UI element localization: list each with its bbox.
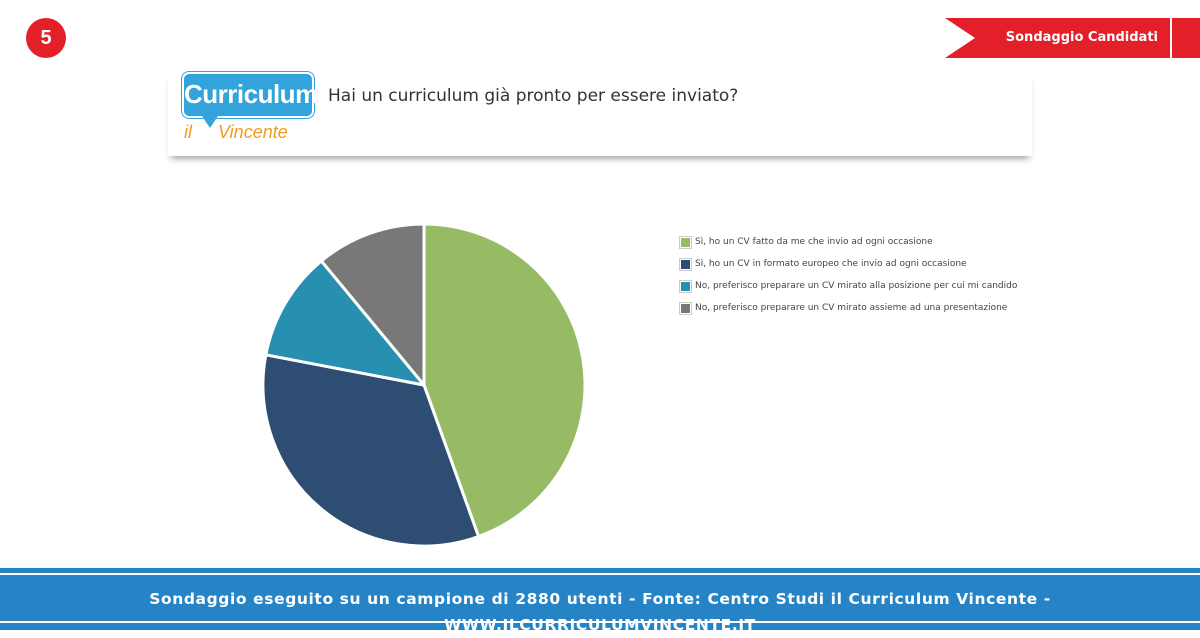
legend-swatch-3 xyxy=(679,279,692,293)
footer-top-line xyxy=(0,573,1200,575)
footer-source-text: Sondaggio eseguito su un campione di 288… xyxy=(149,590,1051,634)
pie-slice-3 xyxy=(264,259,426,387)
legend-item-2: Sì, ho un CV in formato europeo che invi… xyxy=(679,253,1017,275)
legend-label-4: No, preferisco preparare un CV mirato as… xyxy=(695,303,1008,313)
chart-legend: Sì, ho un CV fatto da me che invio ad og… xyxy=(679,231,1018,319)
logo-il: il xyxy=(184,122,192,142)
legend-label-1: Sì, ho un CV fatto da me che invio ad og… xyxy=(695,237,933,247)
survey-ribbon: Sondaggio Candidati xyxy=(945,18,1200,58)
logo-word: Curriculum xyxy=(182,72,318,118)
curriculum-vincente-logo: Curriculum il Vincente xyxy=(182,72,318,142)
footer-band: Sondaggio eseguito su un campione di 288… xyxy=(0,568,1200,634)
pie-slice-1 xyxy=(422,222,587,538)
ribbon-label: Sondaggio Candidati xyxy=(1005,30,1158,45)
legend-item-4: No, preferisco preparare un CV mirato as… xyxy=(679,297,1017,319)
legend-item-3: No, preferisco preparare un CV mirato al… xyxy=(679,275,1018,297)
ribbon-shape xyxy=(945,18,1200,58)
legend-swatch-1 xyxy=(679,235,692,249)
question-card: Curriculum il Vincente Hai un curriculum… xyxy=(168,70,1032,156)
legend-swatch-4 xyxy=(679,301,692,315)
logo-vincente: Vincente xyxy=(218,122,288,142)
pie-slice-4 xyxy=(319,222,426,387)
legend-label-2: Sì, ho un CV in formato europeo che invi… xyxy=(695,259,967,269)
question-title: Hai un curriculum già pronto per essere … xyxy=(328,86,739,106)
pie-chart xyxy=(261,222,587,548)
slide-number-badge: 5 xyxy=(26,18,66,58)
legend-swatch-2 xyxy=(679,257,692,271)
legend-item-1: Sì, ho un CV fatto da me che invio ad og… xyxy=(679,231,1017,253)
legend-label-3: No, preferisco preparare un CV mirato al… xyxy=(695,281,1018,291)
logo-speech-tail xyxy=(202,116,218,128)
pie-slice-2 xyxy=(261,353,481,548)
footer-bottom-line xyxy=(0,621,1200,623)
